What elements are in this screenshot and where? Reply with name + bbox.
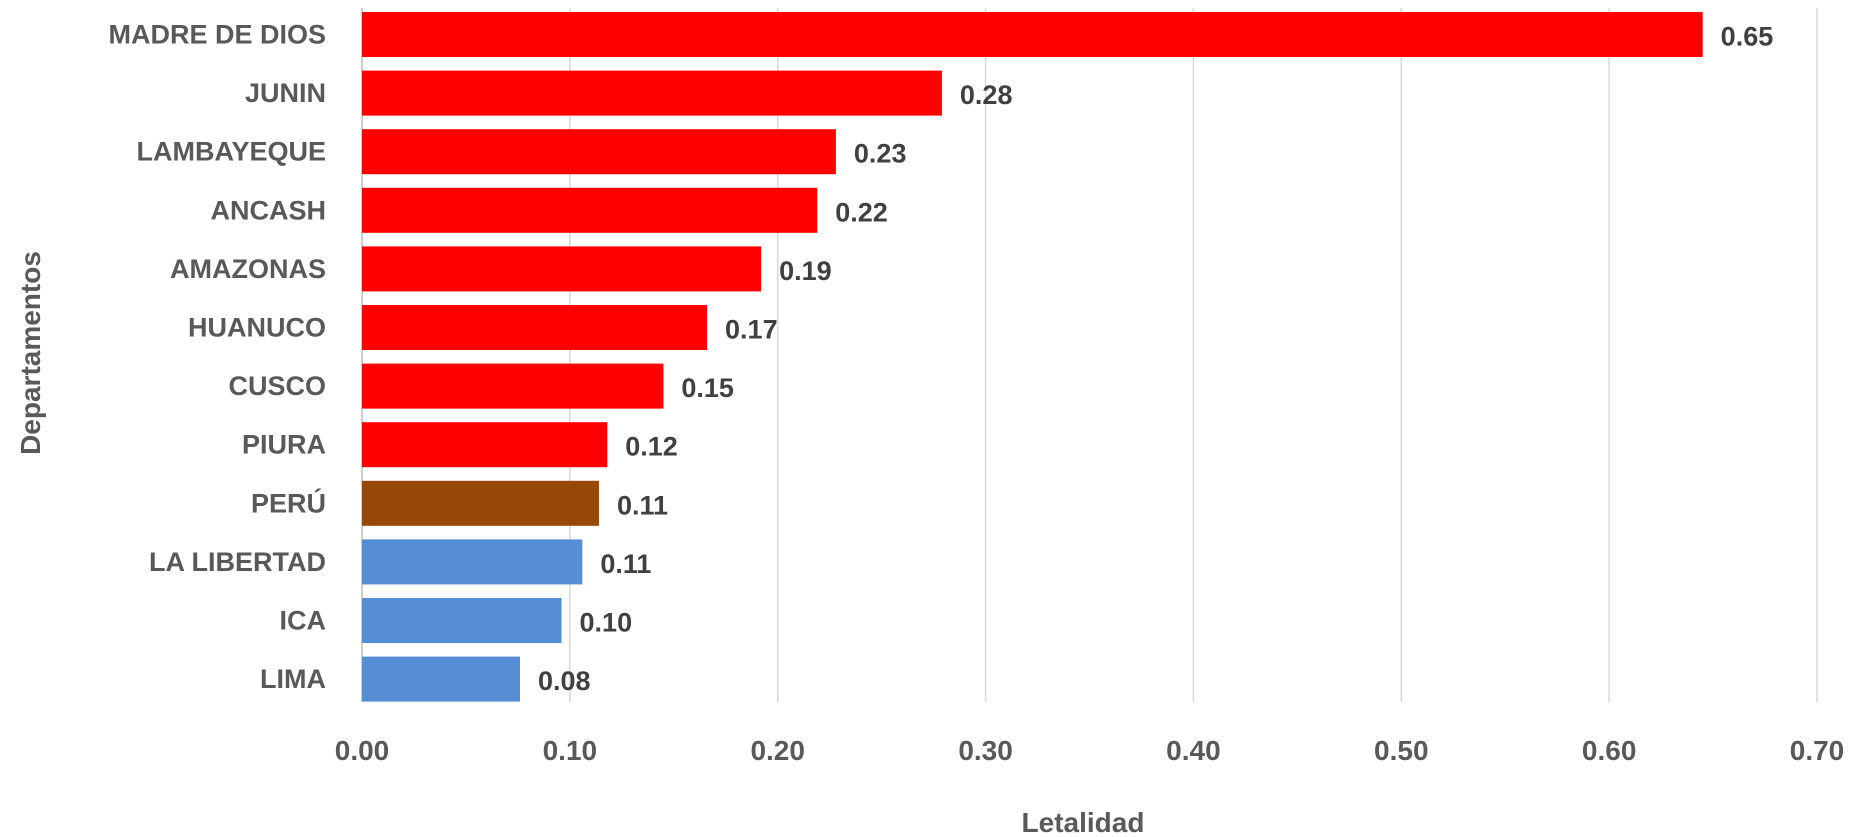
category-label: LAMBAYEQUE — [136, 137, 326, 167]
x-tick-label: 0.60 — [1582, 735, 1637, 766]
value-label: 0.15 — [681, 373, 734, 403]
value-label: 0.11 — [600, 549, 651, 579]
bar — [362, 187, 818, 233]
x-tick-labels: 0.00 0.10 0.20 0.30 0.40 0.50 0.60 0.70 — [335, 735, 1845, 766]
bar — [362, 598, 562, 643]
category-label: PIURA — [242, 430, 326, 460]
bar — [362, 70, 942, 116]
value-label: 0.65 — [1721, 22, 1774, 52]
value-label: 0.23 — [854, 139, 907, 169]
bar — [362, 422, 608, 468]
bar — [362, 129, 836, 175]
category-label: ANCASH — [210, 195, 326, 225]
category-label: ICA — [280, 606, 327, 636]
x-tick-label: 0.50 — [1374, 735, 1429, 766]
x-tick-label: 0.70 — [1790, 735, 1845, 766]
category-label: LIMA — [260, 664, 326, 694]
x-tick-label: 0.40 — [1166, 735, 1221, 766]
value-label: 0.19 — [779, 256, 832, 286]
bar — [362, 480, 599, 526]
value-label: 0.10 — [580, 608, 633, 638]
y-axis-title: Departamentos — [15, 251, 46, 455]
value-labels: 0.65 0.28 0.23 0.220.190.17 0.150.12 0.11 0.11… — [538, 22, 1773, 697]
category-label: AMAZONAS — [170, 254, 326, 284]
x-tick-label: 0.00 — [335, 735, 390, 766]
category-label: MADRE DE DIOS — [108, 20, 326, 50]
value-label: 0.17 — [725, 315, 778, 345]
bar — [362, 12, 1703, 57]
bar — [362, 305, 708, 350]
value-label: 0.11 — [617, 490, 668, 520]
category-label: PERÚ — [251, 487, 326, 518]
x-axis-title: Letalidad — [1022, 807, 1145, 837]
value-label: 0.12 — [625, 432, 678, 462]
x-tick-label: 0.10 — [543, 735, 598, 766]
value-label: 0.22 — [835, 197, 888, 227]
bar — [362, 246, 762, 292]
category-label: CUSCO — [228, 371, 326, 401]
bar — [362, 656, 520, 702]
gridlines — [361, 8, 1818, 702]
category-label: HUANUCO — [188, 313, 326, 343]
x-tick-label: 0.20 — [750, 735, 805, 766]
value-label: 0.08 — [538, 666, 591, 696]
category-label: JUNIN — [245, 78, 326, 108]
bar — [362, 363, 664, 409]
category-label: LA LIBERTAD — [149, 547, 326, 577]
bars — [362, 12, 1703, 702]
x-tick-label: 0.30 — [958, 735, 1013, 766]
bar — [362, 539, 583, 585]
category-labels: MADRE DE DIOS JUNIN LAMBAYEQUE ANCASH AMAZON… — [108, 20, 326, 695]
value-label: 0.28 — [960, 80, 1013, 110]
